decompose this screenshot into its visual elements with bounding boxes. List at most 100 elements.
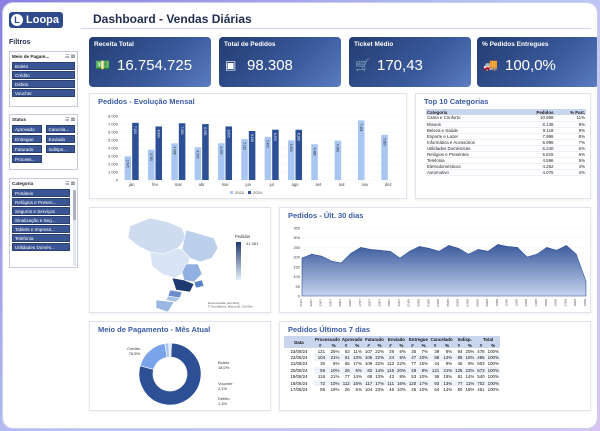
last7-cell: 100% <box>487 348 499 354</box>
last7-cell: 45 <box>457 361 463 367</box>
last7-row: 20/08/24 55 10% 26 5% 82 14% 115 20% 49 8% 121 21% 12… <box>284 367 501 374</box>
x-tick-label: 05/08 <box>446 299 450 307</box>
last7-cell: 82 <box>363 367 374 374</box>
last7-sub-header-pct: % <box>464 342 476 348</box>
last7-cell: 20% <box>465 348 475 354</box>
area-point <box>399 257 401 259</box>
category-scrollbar[interactable] <box>73 190 76 266</box>
last7-cell: 117 <box>363 379 374 387</box>
last7-row: 22/08/24 104 21% 61 13% 106 22% 24 5% 47 10% 58 12% 8… <box>284 354 501 361</box>
last7-cell: 11% <box>353 348 362 354</box>
map-region-south-rs <box>155 299 175 313</box>
last7-cell: 100% <box>486 379 501 387</box>
donut-label: Crédito <box>127 346 141 351</box>
top10-orders: 9.118 <box>518 127 555 134</box>
status-slicer-header: Status ☰ ⊠ <box>10 115 77 124</box>
last7-sub-header-count: # <box>385 342 396 348</box>
area-point <box>428 248 430 249</box>
legend-swatch-2023 <box>230 191 233 194</box>
category-slicer-item[interactable]: Seguros e Serviços <box>12 207 70 215</box>
last7-cell: 451 <box>477 387 485 393</box>
last7-date: 22/08/24 <box>290 355 308 361</box>
donut-value-label: 1,4% <box>218 401 228 406</box>
status-slicer-item[interactable]: Indispo... <box>45 145 75 153</box>
last7-cell: 49 <box>407 367 418 374</box>
y-tick-label: 3.000 <box>108 154 119 159</box>
last7-cell: 10% <box>417 354 430 361</box>
status-slicer-item[interactable]: Cancela... <box>45 125 75 133</box>
category-slicer-item[interactable]: Relógios e Presen... <box>12 198 70 206</box>
payment-slicer-item[interactable]: Crédito <box>12 71 75 79</box>
x-tick-label: jan <box>128 182 135 187</box>
brazil-map[interactable]: Pedidos 41.381 Desenvolvido pelo Bing © G… <box>90 208 272 314</box>
last7-cell: 13% <box>351 354 364 361</box>
last7-cell: 10% <box>326 379 341 387</box>
map-credit: Desenvolvido pelo Bing © GeoNames, Micros… <box>208 301 254 309</box>
bar-data-label: 3.785 <box>149 153 153 161</box>
status-slicer-item[interactable]: Process... <box>12 155 42 163</box>
status-slicer: Status ☰ ⊠ Aprovado Cancela... Entregue Envi… <box>9 114 78 170</box>
last7-cell: 29 <box>389 348 395 354</box>
last7-cell: 17% <box>353 361 362 367</box>
status-slicer-item[interactable]: Faturado <box>12 145 42 153</box>
kpi-value: 170,43 <box>377 57 423 74</box>
last7-cell: 111 <box>385 379 396 387</box>
x-tick-label: out <box>339 182 346 187</box>
bar-2023 <box>357 120 365 180</box>
category-slicer-item[interactable]: Tablets e Impress... <box>12 225 70 233</box>
top10-category: Beleza e Saúde <box>426 127 519 134</box>
payment-slicer-item[interactable]: Débito <box>12 80 75 88</box>
category-slicer-item[interactable]: Portáteis <box>12 189 70 197</box>
filter-icon[interactable]: ☰ ⊠ <box>64 53 75 60</box>
last7-cell: 18% <box>464 354 476 361</box>
bar-2023 <box>124 156 132 180</box>
bar-data-label: 6.694 <box>157 130 161 138</box>
top10-share: 4% <box>554 163 586 170</box>
last7-cell: 35 <box>411 348 417 354</box>
last7-sub-header-count: # <box>429 342 441 348</box>
top10-row: Beleza e Saúde 9.118 9% <box>426 127 586 134</box>
top10-category: Telefonia <box>426 157 519 164</box>
x-tick-label: mar <box>175 182 183 187</box>
y-tick-label: 350 <box>293 226 300 231</box>
last7-group-header: Total <box>475 336 501 342</box>
bar-data-label: 4.595 <box>219 146 223 154</box>
x-tick-label: 12/08 <box>514 299 518 307</box>
last7-cell: 14% <box>465 374 475 380</box>
top10-share: 8% <box>554 133 586 140</box>
last7-sub-header-pct: % <box>417 342 430 348</box>
x-tick-label: fev <box>152 182 158 187</box>
category-slicer-item[interactable]: Sinalização e Seg... <box>12 216 70 224</box>
payment-slicer-item[interactable]: Boleto <box>12 62 75 70</box>
last7-group-header-row: Data Processado Aprovado Faturado Enviado Ent… <box>284 336 501 348</box>
top10-header-orders: Pedidos <box>518 109 555 115</box>
payment-slicer-item[interactable]: Voucher <box>12 89 75 97</box>
last7-cell: 81 <box>457 374 463 380</box>
last7-cell: 53 <box>344 348 350 354</box>
area-point <box>526 256 528 258</box>
bar-2023 <box>217 143 225 180</box>
last7-row: 17/08/24 85 19% 26 6% 104 23% 46 10% 46 10% 64 14% 80… <box>284 386 500 392</box>
area-point <box>497 244 499 245</box>
bar-2023 <box>381 134 388 180</box>
status-slicer-item[interactable]: Entregue <box>12 135 42 143</box>
last7-cell: 125 <box>453 367 464 374</box>
last7-cell: 77 <box>411 361 417 367</box>
top10-share: 6% <box>554 151 586 158</box>
filter-icon[interactable]: ☰ ⊠ <box>64 180 75 187</box>
status-slicer-item[interactable]: Aprovado <box>12 125 42 133</box>
last7-cell: 22% <box>373 354 386 361</box>
category-slicer-item[interactable]: Utilidades Domés... <box>12 243 70 251</box>
last7-cell: 22% <box>375 361 385 367</box>
last7-cell: 61 <box>340 354 352 361</box>
filter-icon[interactable]: ☰ ⊠ <box>64 116 75 123</box>
bar-2023 <box>264 136 272 180</box>
top10-header-category: Categoria <box>426 109 519 115</box>
y-tick-label: 150 <box>293 264 300 269</box>
category-slicer-item[interactable]: Telefonia <box>12 234 70 242</box>
kpi-title: Receita Total <box>94 41 134 48</box>
status-slicer-item[interactable]: Enviado <box>45 135 75 143</box>
last7-date: 19/08/24 <box>290 374 308 380</box>
last7-cell: 107 <box>364 348 373 354</box>
